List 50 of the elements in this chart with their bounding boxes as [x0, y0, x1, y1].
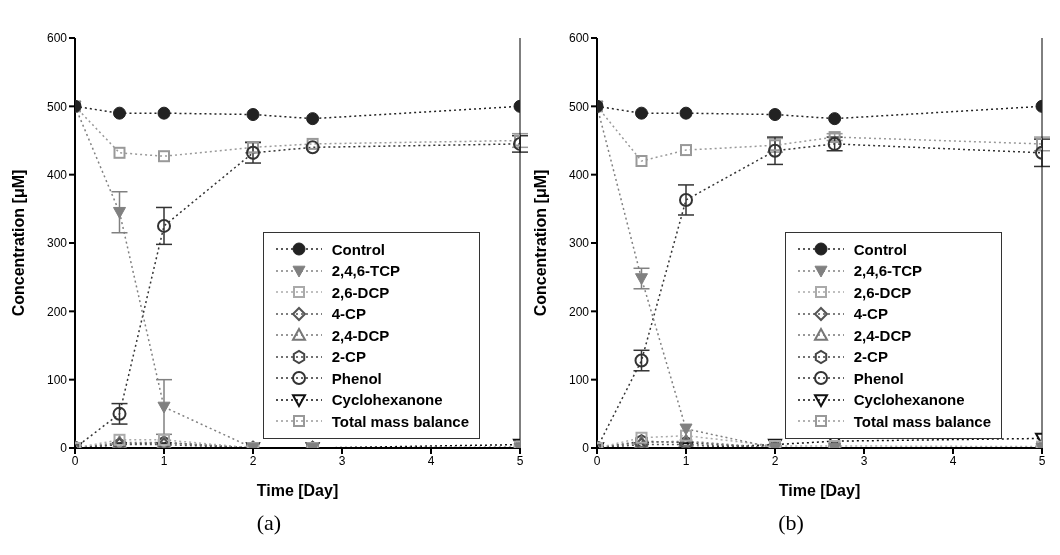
- legend-label: 2,4,6-TCP: [331, 262, 401, 280]
- legend-label: 2-CP: [331, 348, 366, 366]
- y-axis-title: Concentration [μM]: [9, 169, 27, 317]
- y-tick-label: 400: [46, 167, 68, 182]
- text: (a): [255, 510, 283, 536]
- y-tick-label: 600: [568, 31, 590, 46]
- legend-label: Control: [853, 240, 908, 258]
- y-tick-label: 100: [46, 372, 68, 387]
- x-tick-label: 2: [249, 453, 257, 468]
- y-tick-label: 600: [46, 31, 68, 46]
- legend-label: Control: [331, 240, 386, 258]
- legend-label: 2,4-DCP: [331, 326, 390, 344]
- x-tick-label: 2: [771, 453, 779, 468]
- x-tick-label: 4: [427, 453, 435, 468]
- legend-label: 2-CP: [853, 348, 888, 366]
- y-tick-label: 0: [60, 441, 68, 456]
- y-tick-label: 300: [46, 236, 68, 251]
- y-tick-label: 200: [568, 304, 590, 319]
- text: (b): [777, 510, 805, 536]
- legend-label: 4-CP: [331, 305, 366, 323]
- legend-label: Cyclohexanone: [331, 391, 443, 409]
- legend-label: 2,4-DCP: [853, 326, 912, 344]
- y-axis-title: Concentration [μM]: [531, 169, 549, 317]
- y-tick-label: 500: [46, 99, 68, 114]
- y-tick-label: 400: [568, 167, 590, 182]
- y-tick-label: 300: [568, 236, 590, 251]
- legend-label: Total mass balance: [853, 412, 991, 430]
- legend-label: Phenol: [853, 369, 904, 387]
- legend-label: Phenol: [331, 369, 382, 387]
- x-tick-label: 0: [71, 453, 79, 468]
- legend-label: Cyclohexanone: [853, 391, 965, 409]
- x-axis-title: Time [Day]: [778, 482, 861, 499]
- legend-label: 4-CP: [853, 305, 888, 323]
- y-tick-label: 200: [46, 304, 68, 319]
- x-tick-label: 1: [682, 453, 690, 468]
- x-tick-label: 5: [516, 453, 524, 468]
- legend-label: 2,6-DCP: [853, 283, 912, 301]
- y-tick-label: 500: [568, 99, 590, 114]
- x-tick-label: 1: [160, 453, 168, 468]
- x-tick-label: 5: [1038, 453, 1046, 468]
- x-tick-label: 4: [949, 453, 957, 468]
- x-tick-label: 3: [338, 453, 346, 468]
- y-tick-label: 0: [582, 441, 590, 456]
- legend-label: Total mass balance: [331, 412, 469, 430]
- legend-label: 2,4,6-TCP: [853, 262, 923, 280]
- x-tick-label: 0: [593, 453, 601, 468]
- x-axis-title: Time [Day]: [256, 482, 339, 499]
- x-tick-label: 3: [860, 453, 868, 468]
- y-tick-label: 100: [568, 372, 590, 387]
- legend-label: 2,6-DCP: [331, 283, 390, 301]
